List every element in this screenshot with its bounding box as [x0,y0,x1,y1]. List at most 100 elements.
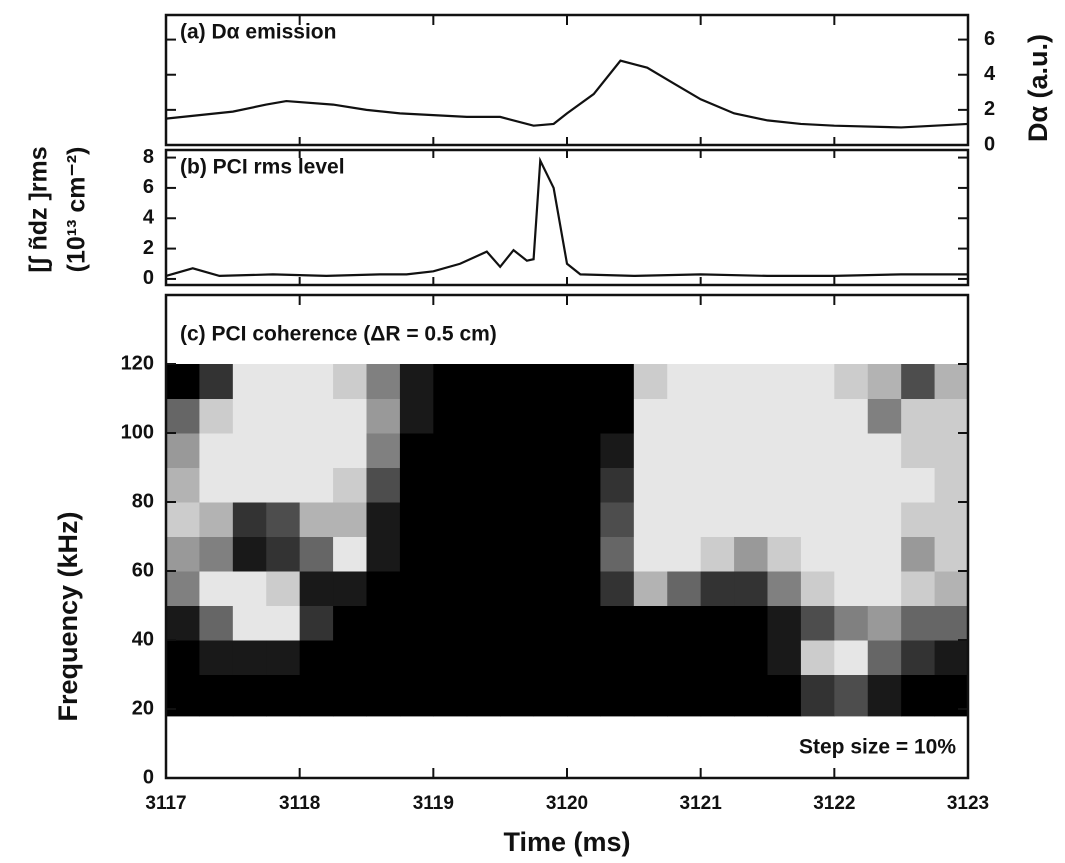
y-tick-label: 0 [984,133,995,155]
heatmap-cell [166,502,200,537]
panel-annotation: (c) PCI coherence (ΔR = 0.5 cm) [180,323,497,346]
heatmap-cell [299,433,334,468]
heatmap-cell [834,640,869,675]
heatmap-cell [366,605,401,641]
heatmap-cell [232,364,267,399]
heatmap-cell [366,571,401,606]
y-axis-label: Frequency (kHz) [53,511,83,721]
heatmap-cell [700,536,735,572]
heatmap-cell [399,364,434,399]
heatmap-cell [433,398,468,434]
heatmap-cell [199,467,234,503]
x-tick-label: 3117 [145,793,186,814]
heatmap-cell [266,398,301,434]
heatmap-cell [433,571,468,606]
x-tick-label: 3122 [813,793,855,814]
heatmap-cell [667,571,702,606]
heatmap-cell [767,640,802,675]
heatmap-cell [366,502,401,537]
heatmap-cell [466,364,501,399]
y-tick-label: 4 [984,63,996,85]
heatmap-cell [199,674,234,717]
heatmap-cell [633,605,668,641]
heatmap-cell [166,640,200,675]
heatmap-cell [533,571,568,606]
heatmap-cell [266,364,301,399]
heatmap-cell [433,536,468,572]
heatmap-cell [232,398,267,434]
heatmap-cell [667,605,702,641]
heatmap-cell [901,536,936,572]
heatmap-cell [633,674,668,717]
heatmap-cell [901,571,936,606]
heatmap-cell [867,398,902,434]
heatmap-cell [600,605,635,641]
heatmap-cell [466,605,501,641]
heatmap-cell [199,605,234,641]
heatmap-cell [166,674,200,717]
heatmap-cell [700,398,735,434]
heatmap-cell [533,398,568,434]
heatmap-cell [299,536,334,572]
heatmap-cell [500,571,535,606]
heatmap-cell [399,674,434,717]
heatmap-cell [500,502,535,537]
heatmap-cell [901,605,936,641]
heatmap-cell [734,364,768,399]
heatmap-cell [667,674,702,717]
heatmap-cell [232,640,267,675]
heatmap-cell [667,536,702,572]
heatmap-cell [767,364,802,399]
heatmap-cell [266,433,301,468]
heatmap-cell [667,467,702,503]
heatmap-cell [466,674,501,717]
heatmap-cell [901,502,936,537]
heatmap-cell [166,536,200,572]
heatmap-cell [533,605,568,641]
x-tick-label: 3121 [680,793,723,814]
heatmap-cell [767,467,802,503]
heatmap-cell [399,536,434,572]
heatmap-cell [600,364,635,399]
heatmap-cell [734,571,768,606]
heatmap-cell [867,605,902,641]
heatmap-cell [633,398,668,434]
heatmap-cell [834,571,869,606]
y-tick-label: 0 [143,766,154,788]
heatmap-cell [232,536,267,572]
y-tick-label: 2 [143,237,154,259]
heatmap-cell [232,605,267,641]
heatmap-cell [700,467,735,503]
heatmap-cell [734,536,768,572]
heatmap-cell [500,640,535,675]
heatmap-cell [466,502,501,537]
heatmap-cell [366,467,401,503]
heatmap-cell [567,571,601,606]
heatmap-cell [667,398,702,434]
heatmap-cell [199,640,234,675]
heatmap-cell [633,364,668,399]
heatmap-cell [834,467,869,503]
heatmap-cell [934,502,969,537]
heatmap-cell [934,467,969,503]
heatmap-cell [466,467,501,503]
heatmap-cell [299,674,334,717]
heatmap-cell [800,536,835,572]
heatmap-cell [500,364,535,399]
heatmap-cell [600,640,635,675]
heatmap-cell [299,398,334,434]
heatmap-cell [934,398,969,434]
heatmap-cell [333,605,367,641]
y-axis-label: [∫ ñdz ]rms [25,146,53,272]
heatmap-cell [800,571,835,606]
heatmap-cell [800,674,835,717]
heatmap-cell [366,398,401,434]
y-tick-label: 40 [132,628,154,650]
heatmap-cell [199,571,234,606]
heatmap-cell [299,571,334,606]
heatmap-cell [633,502,668,537]
heatmap-cell [867,364,902,399]
heatmap-cell [299,502,334,537]
heatmap-cell [767,605,802,641]
